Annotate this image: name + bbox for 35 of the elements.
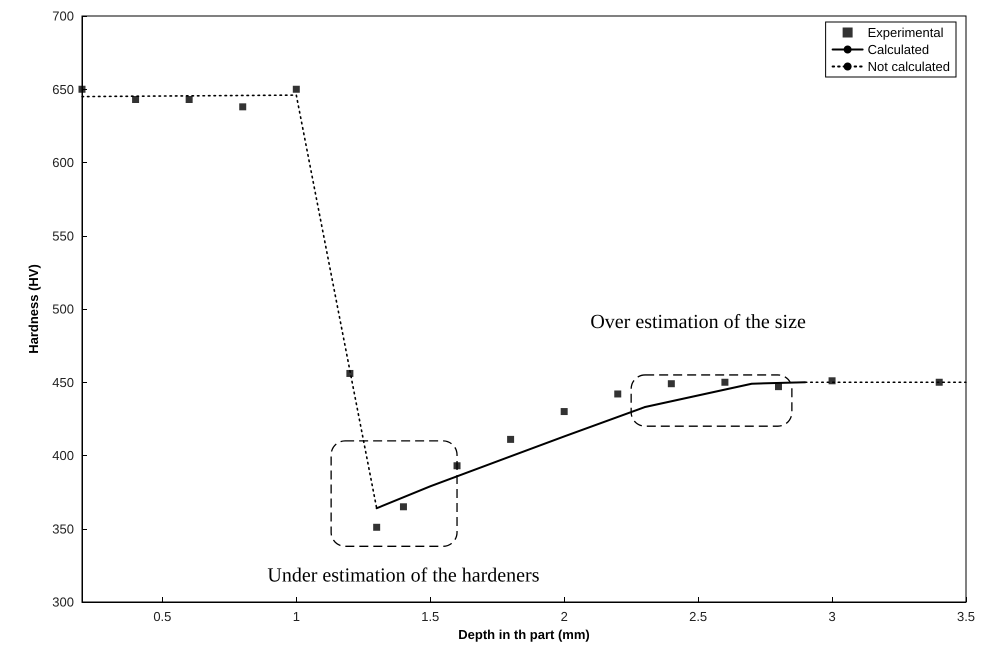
y-tick-label: 350 xyxy=(52,521,74,536)
x-tick-label: 3.5 xyxy=(956,609,976,624)
x-tick-label: 2 xyxy=(560,609,568,624)
point xyxy=(239,103,246,110)
point xyxy=(292,86,300,93)
y-tick-label: 450 xyxy=(52,374,74,390)
legend-label: Calculated xyxy=(868,42,930,57)
x-tick-label: 1 xyxy=(292,609,300,624)
point xyxy=(400,503,407,510)
y-tick-label: 550 xyxy=(52,228,74,244)
y-tick-label: 650 xyxy=(52,82,74,97)
point xyxy=(373,524,380,531)
point xyxy=(560,408,568,416)
legend-label: Experimental xyxy=(868,25,944,40)
point xyxy=(186,96,193,104)
annotation: Under estimation of the hardeners xyxy=(267,564,540,587)
y-tick-label: 500 xyxy=(52,302,74,316)
legend-label: Not calculated xyxy=(868,59,950,74)
y-tick-label: 300 xyxy=(52,594,74,610)
x-axis-title: Depth in th part (mm) xyxy=(458,626,590,642)
y-tick-label: 400 xyxy=(52,448,74,463)
x-tick-label: 0.5 xyxy=(153,609,172,624)
point xyxy=(614,390,622,398)
point xyxy=(668,380,675,388)
y-axis-title: Hardness (HV) xyxy=(26,264,41,354)
point xyxy=(507,436,514,443)
point xyxy=(721,378,728,386)
y-tick-label: 700 xyxy=(52,8,74,24)
x-tick-label: 2.5 xyxy=(689,609,708,624)
y-tick-label: 600 xyxy=(52,155,74,170)
point xyxy=(78,86,86,93)
point xyxy=(132,96,140,104)
x-tick-label: 1.5 xyxy=(421,609,440,624)
x-tick-label: 3 xyxy=(828,609,836,624)
annotation: Over estimation of the size xyxy=(590,311,806,334)
